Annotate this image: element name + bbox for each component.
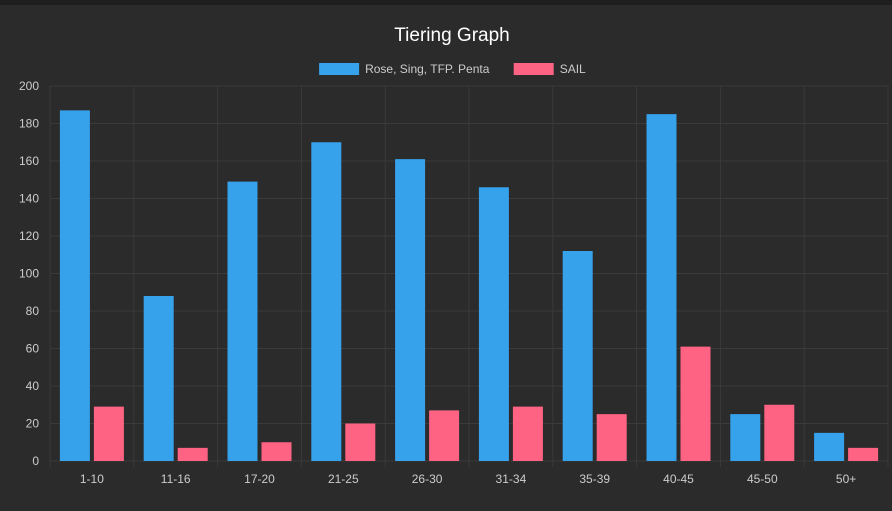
bar-series-1[interactable] [730, 414, 761, 461]
y-tick-label: 160 [19, 154, 39, 168]
bar-series-1[interactable] [478, 187, 509, 461]
bar-series-1[interactable] [227, 181, 258, 461]
y-tick-label: 80 [26, 304, 40, 318]
bar-series-2[interactable] [764, 404, 795, 461]
bar-series-2[interactable] [345, 423, 376, 462]
legend-swatch [513, 63, 554, 75]
bar-series-2[interactable] [177, 447, 208, 461]
y-axis: 0 20 40 60 80 100 120 140 160 180 200 [19, 79, 39, 468]
bar-series-1[interactable] [814, 432, 845, 461]
bar-series-1[interactable] [395, 159, 426, 461]
x-tick-label: 17-20 [244, 472, 275, 486]
y-tick-label: 180 [19, 117, 39, 131]
bar-series-2[interactable] [261, 442, 292, 461]
y-tick-label: 120 [19, 229, 39, 243]
x-tick-label: 50+ [836, 472, 856, 486]
y-tick-label: 200 [19, 79, 39, 93]
legend-swatch [319, 63, 360, 75]
y-tick-label: 100 [19, 267, 39, 281]
legend-item[interactable]: Rose, Sing, TFP. Penta [319, 62, 490, 76]
bar-series-1[interactable] [646, 114, 677, 461]
bar-series-1[interactable] [143, 296, 174, 461]
x-tick-label: 31-34 [496, 472, 527, 486]
bar-series-1[interactable] [311, 142, 342, 461]
x-tick-label: 40-45 [663, 472, 694, 486]
bar-series-2[interactable] [680, 346, 711, 461]
x-tick-label: 1-10 [80, 472, 104, 486]
legend-label: Rose, Sing, TFP. Penta [365, 62, 490, 76]
y-tick-label: 0 [32, 454, 39, 468]
bars [59, 110, 879, 462]
legend[interactable]: Rose, Sing, TFP. Penta SAIL [319, 62, 586, 76]
x-tick-label: 45-50 [747, 472, 778, 486]
y-tick-label: 40 [26, 379, 40, 393]
y-tick-label: 60 [26, 342, 40, 356]
x-tick-label: 35-39 [579, 472, 610, 486]
bar-series-1[interactable] [59, 110, 90, 461]
legend-item[interactable]: SAIL [513, 62, 586, 76]
x-tick-label: 21-25 [328, 472, 359, 486]
y-tick-label: 140 [19, 192, 39, 206]
legend-label: SAIL [560, 62, 586, 76]
bar-series-2[interactable] [429, 410, 460, 461]
y-tick-label: 20 [26, 417, 40, 431]
bar-series-2[interactable] [596, 414, 627, 461]
bar-series-2[interactable] [93, 406, 124, 461]
x-axis: 1-10 11-16 17-20 21-25 26-30 31-34 35-39 40-45 4… [80, 472, 856, 486]
chart-title: Tiering Graph [394, 25, 509, 46]
bar-series-2[interactable] [848, 447, 879, 461]
bar-series-1[interactable] [562, 251, 593, 461]
bar-series-2[interactable] [512, 406, 543, 461]
x-tick-label: 11-16 [161, 472, 191, 486]
grid [49, 85, 889, 467]
window-top-strip [0, 0, 892, 5]
x-tick-label: 26-30 [412, 472, 443, 486]
